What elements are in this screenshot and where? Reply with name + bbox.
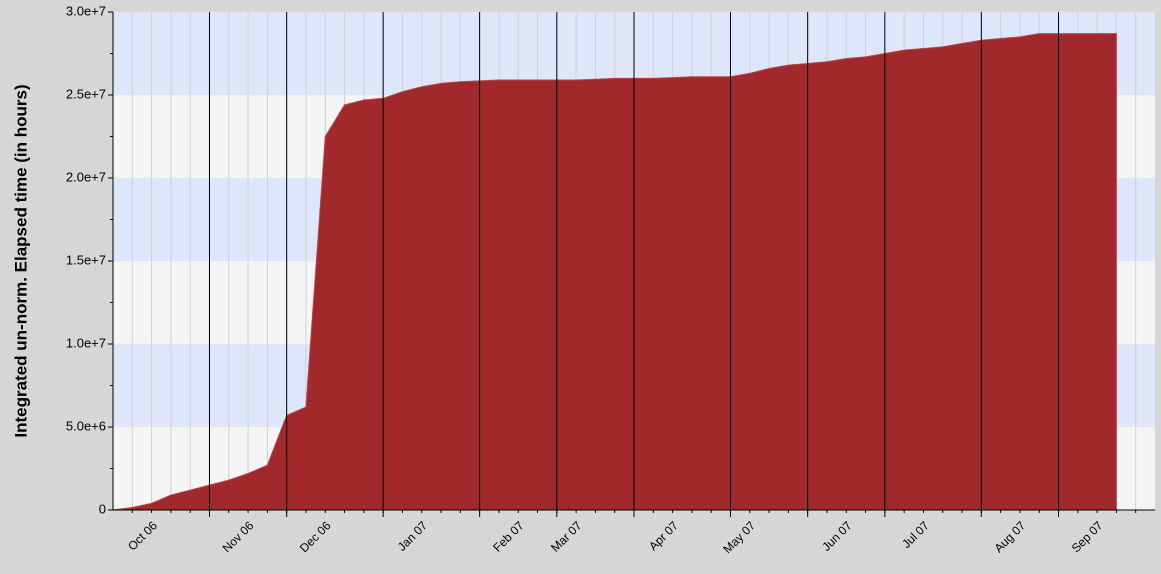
y-tick-label: 2.5e+7: [66, 86, 106, 101]
x-tick-label: Jun 07: [819, 518, 855, 554]
x-tick-label: Apr 07: [646, 518, 681, 553]
x-tick-label: Feb 07: [490, 518, 527, 555]
x-tick-label: Mar 07: [548, 518, 585, 555]
x-tick-label: Jul 07: [899, 518, 932, 551]
x-tick-label: Aug 07: [991, 518, 1028, 555]
y-tick-label: 1.5e+7: [66, 252, 106, 267]
y-tick-label: 5.0e+6: [66, 418, 106, 433]
x-tick-label: Oct 06: [125, 518, 160, 553]
x-tick-label: Jan 07: [395, 518, 431, 554]
y-tick-label: 3.0e+7: [66, 3, 106, 18]
y-tick-label: 2.0e+7: [66, 169, 106, 184]
x-tick-label: Sep 07: [1069, 518, 1106, 555]
y-axis-label: Integrated un-norm. Elapsed time (in hou…: [11, 84, 30, 437]
x-tick-label: Nov 06: [220, 518, 257, 555]
x-tick-label: Dec 06: [297, 518, 334, 555]
y-tick-label: 1.0e+7: [66, 335, 106, 350]
y-tick-label: 0: [99, 501, 106, 516]
x-tick-label: May 07: [720, 518, 758, 556]
